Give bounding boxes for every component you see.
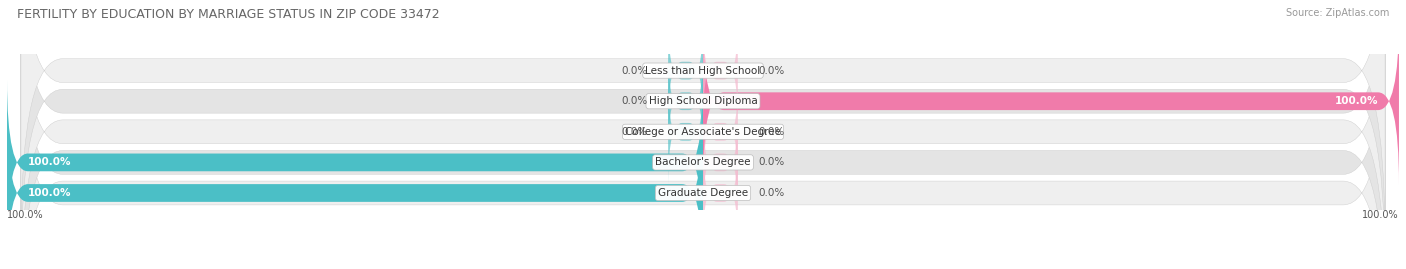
- Text: FERTILITY BY EDUCATION BY MARRIAGE STATUS IN ZIP CODE 33472: FERTILITY BY EDUCATION BY MARRIAGE STATU…: [17, 8, 440, 21]
- Text: College or Associate's Degree: College or Associate's Degree: [626, 127, 780, 137]
- FancyBboxPatch shape: [7, 110, 703, 269]
- FancyBboxPatch shape: [668, 49, 703, 154]
- Text: 0.0%: 0.0%: [759, 157, 785, 167]
- FancyBboxPatch shape: [703, 18, 1399, 184]
- FancyBboxPatch shape: [21, 0, 1385, 269]
- Text: 0.0%: 0.0%: [759, 188, 785, 198]
- Text: 0.0%: 0.0%: [621, 127, 647, 137]
- Text: Graduate Degree: Graduate Degree: [658, 188, 748, 198]
- FancyBboxPatch shape: [7, 80, 703, 245]
- Text: 100.0%: 100.0%: [1334, 96, 1378, 106]
- FancyBboxPatch shape: [703, 80, 738, 184]
- FancyBboxPatch shape: [668, 18, 703, 123]
- Text: 100.0%: 100.0%: [7, 210, 44, 220]
- FancyBboxPatch shape: [703, 110, 738, 215]
- Text: 0.0%: 0.0%: [621, 96, 647, 106]
- FancyBboxPatch shape: [21, 0, 1385, 269]
- Text: Less than High School: Less than High School: [645, 66, 761, 76]
- FancyBboxPatch shape: [21, 0, 1385, 269]
- Text: 100.0%: 100.0%: [28, 157, 72, 167]
- Text: 100.0%: 100.0%: [28, 188, 72, 198]
- Text: 0.0%: 0.0%: [759, 66, 785, 76]
- FancyBboxPatch shape: [703, 141, 738, 245]
- FancyBboxPatch shape: [21, 21, 1385, 269]
- Text: Source: ZipAtlas.com: Source: ZipAtlas.com: [1285, 8, 1389, 18]
- FancyBboxPatch shape: [668, 80, 703, 184]
- FancyBboxPatch shape: [703, 18, 738, 123]
- Text: 0.0%: 0.0%: [759, 127, 785, 137]
- Text: Bachelor's Degree: Bachelor's Degree: [655, 157, 751, 167]
- Text: 100.0%: 100.0%: [1362, 210, 1399, 220]
- FancyBboxPatch shape: [21, 0, 1385, 242]
- Text: High School Diploma: High School Diploma: [648, 96, 758, 106]
- Text: 0.0%: 0.0%: [621, 66, 647, 76]
